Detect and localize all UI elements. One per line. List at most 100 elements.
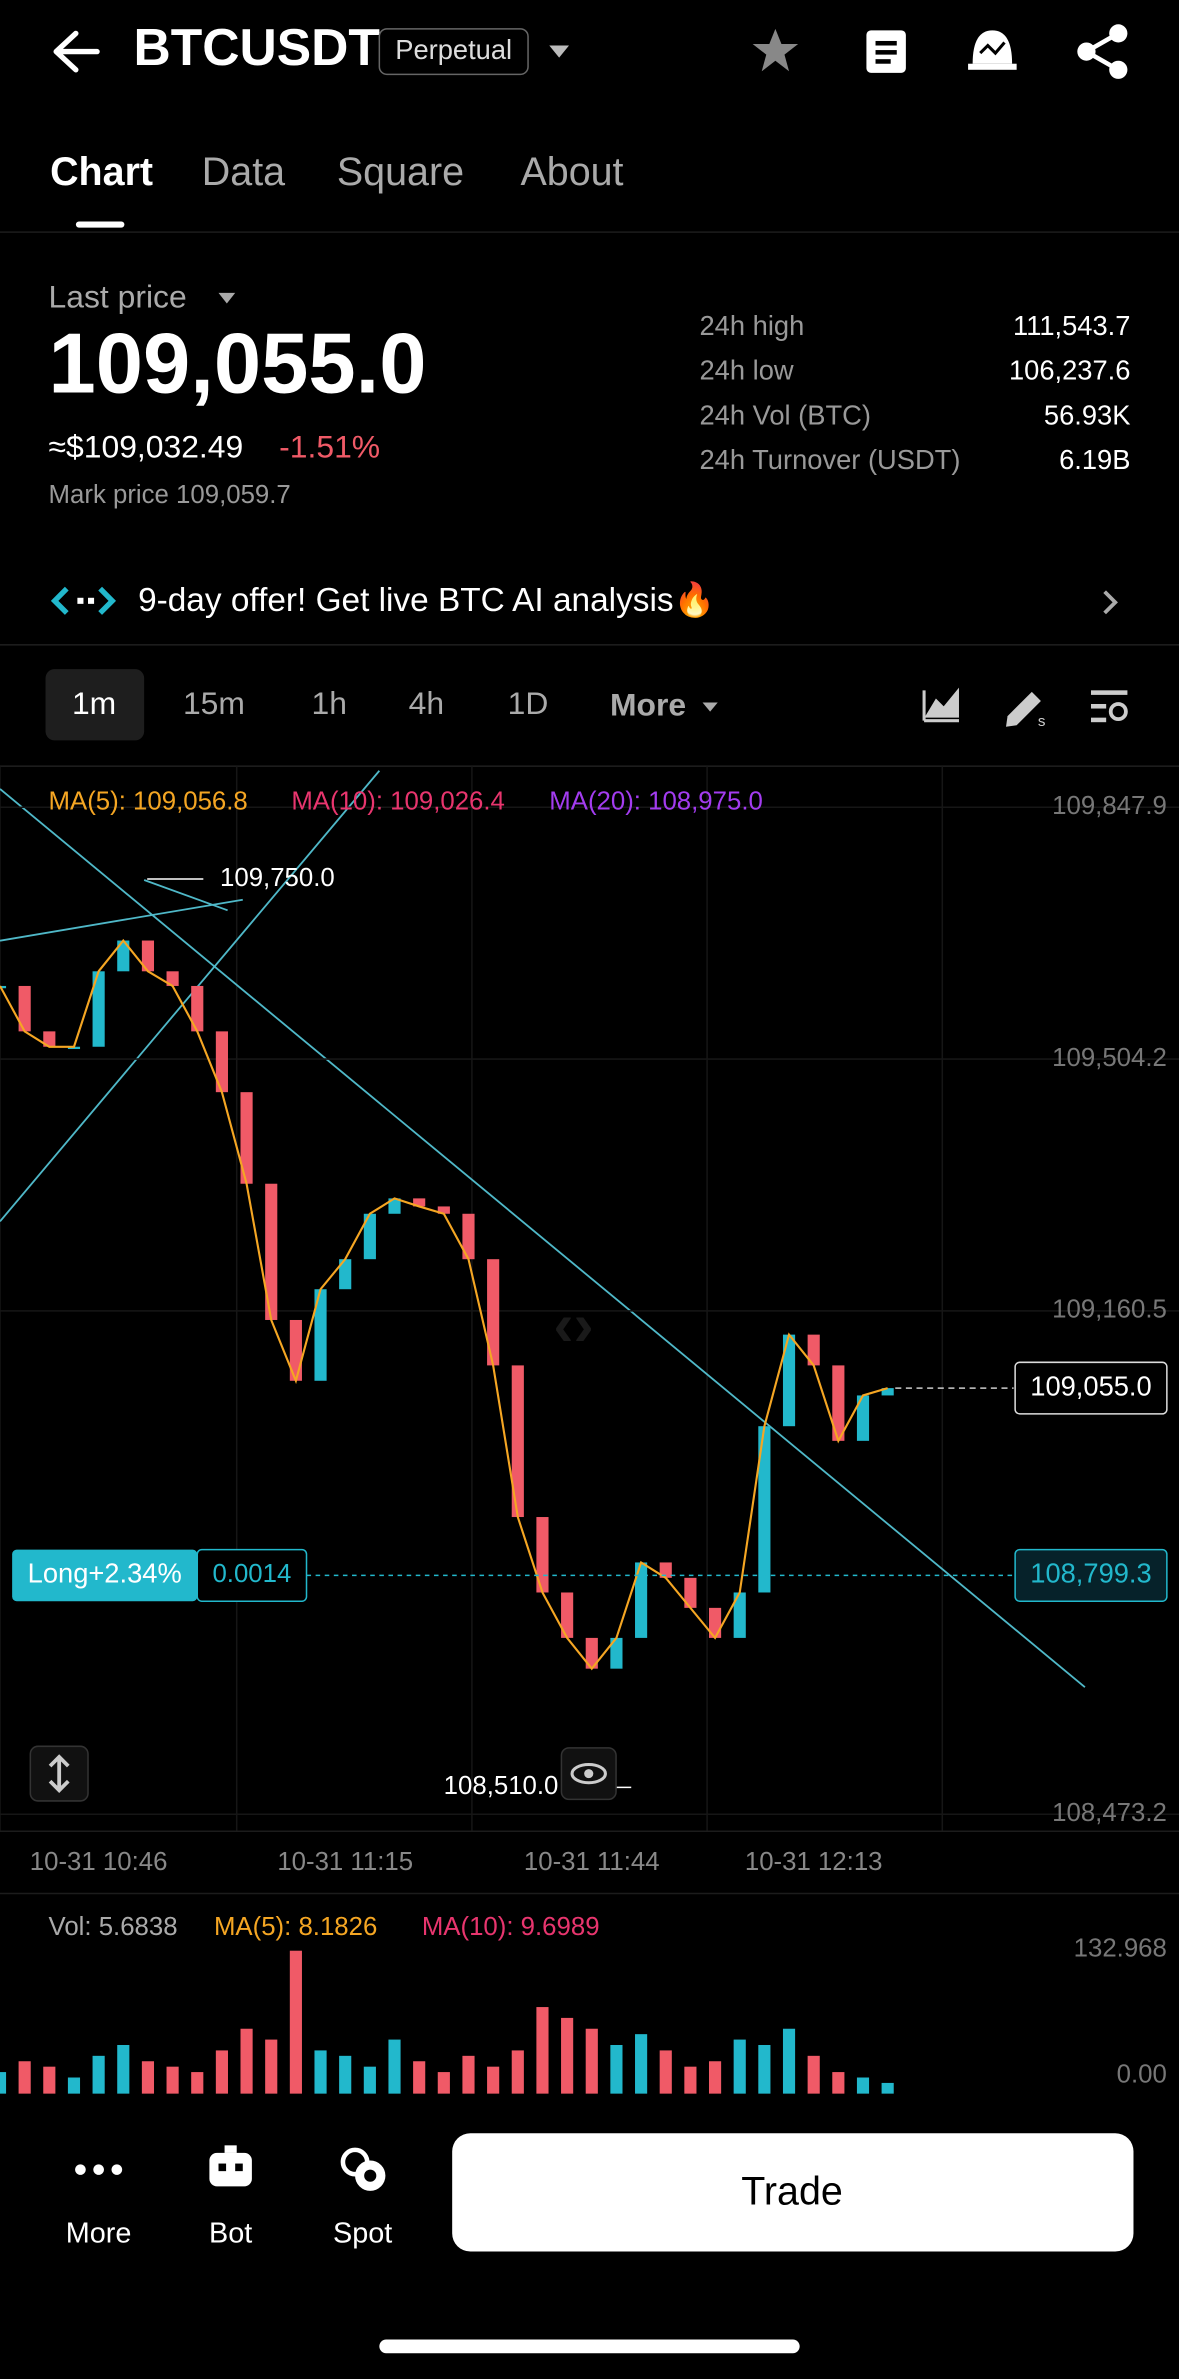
- volume-bar: [388, 2039, 401, 2094]
- volume-bar: [289, 1950, 302, 2094]
- volume-bar: [265, 2039, 278, 2094]
- volume-bar: [43, 2066, 56, 2094]
- price-change: -1.51%: [279, 429, 380, 465]
- candle: [314, 1289, 327, 1381]
- tab[interactable]: Square: [337, 150, 464, 194]
- trade-label: Trade: [741, 2169, 843, 2213]
- volume-bar: [462, 2055, 475, 2094]
- candle: [807, 1334, 820, 1366]
- interval[interactable]: 4h: [409, 685, 444, 721]
- volume-bar: [635, 2034, 648, 2094]
- home-indicator: [379, 2339, 800, 2354]
- candle: [758, 1426, 771, 1593]
- candle: [561, 1592, 574, 1638]
- interval[interactable]: 1h: [312, 685, 347, 721]
- candle: [881, 1388, 894, 1396]
- last-price-label[interactable]: Last price: [49, 278, 187, 314]
- candle: [339, 1259, 352, 1290]
- volume-bar: [585, 2028, 598, 2094]
- back-button[interactable]: [53, 30, 100, 73]
- volume-bar: [807, 2055, 820, 2094]
- ma-legend: MA(10): 109,026.4: [291, 787, 505, 815]
- more-icon[interactable]: [75, 2164, 123, 2175]
- banner-arrow[interactable]: [1103, 590, 1118, 615]
- candle: [166, 971, 179, 986]
- price-grid: [0, 766, 944, 1832]
- notes-icon[interactable]: [866, 30, 906, 73]
- candle: [0, 985, 7, 989]
- volume-bar: [92, 2055, 105, 2094]
- promo-banner[interactable]: 9-day offer! Get live BTC AI analysis🔥: [138, 580, 715, 619]
- more-dropdown[interactable]: [702, 702, 718, 712]
- settings-icon[interactable]: [1090, 690, 1128, 723]
- stat-label: 24h Turnover (USDT): [700, 444, 961, 475]
- close-line: [0, 938, 888, 1671]
- indicator-icon[interactable]: [922, 687, 959, 723]
- stat-value: 56.93K: [1044, 399, 1131, 430]
- draw-icon[interactable]: s: [1006, 691, 1046, 730]
- volume-legend: MA(10): 9.6989: [422, 1913, 600, 1941]
- interval[interactable]: 1D: [508, 685, 549, 721]
- alert-icon[interactable]: [968, 30, 1017, 70]
- bot-icon[interactable]: [209, 2145, 252, 2187]
- mark-price: Mark price 109,059.7: [49, 481, 291, 509]
- volume-bar: [610, 2044, 623, 2094]
- interval-more[interactable]: More: [610, 686, 686, 722]
- tab[interactable]: About: [520, 150, 623, 194]
- stat-value: 6.19B: [1059, 444, 1130, 475]
- volume-legend: Vol: 5.6838: [49, 1913, 178, 1941]
- trade-button[interactable]: [452, 2133, 1134, 2252]
- candle: [462, 1213, 475, 1260]
- nav-label[interactable]: More: [66, 2217, 132, 2249]
- stats: 24h high 111,543.7 24h low 106,237.6 24h Vol…: [700, 310, 1131, 475]
- high-label: 109,750.0: [220, 864, 335, 892]
- volume-bar: [413, 2061, 426, 2094]
- stat-label: 24h high: [700, 310, 805, 341]
- candle: [413, 1198, 426, 1207]
- y-tick-label: 132.968: [1074, 1934, 1167, 1962]
- volume-bar: [881, 2082, 894, 2094]
- tab[interactable]: Chart: [50, 150, 153, 194]
- candle: [363, 1213, 376, 1260]
- candle: [733, 1592, 746, 1638]
- y-tick-label: 0.00: [1117, 2060, 1167, 2088]
- banner-icon: [50, 586, 117, 615]
- volume-bar: [561, 2017, 574, 2094]
- favorite-icon[interactable]: [752, 28, 799, 72]
- tab-indicator: [75, 221, 125, 228]
- candle: [18, 985, 31, 1032]
- tab[interactable]: Data: [202, 150, 285, 194]
- volume-bar: [659, 2050, 672, 2094]
- candle: [610, 1637, 623, 1669]
- hide-icon[interactable]: [560, 1747, 617, 1801]
- volume-bar: [166, 2066, 179, 2094]
- price-dropdown[interactable]: [218, 292, 236, 304]
- size-tag: [196, 1548, 308, 1602]
- nav-label[interactable]: Bot: [209, 2217, 252, 2249]
- x-tick-label: 10-31 11:15: [277, 1848, 413, 1876]
- symbol-dropdown[interactable]: [549, 45, 570, 58]
- candle: [437, 1206, 450, 1214]
- trendlines: [0, 770, 1086, 1688]
- interval[interactable]: 15m: [183, 685, 245, 721]
- volume-layer: 132.968 0.00 Vol: 5.6838 MA(5): 8.1826 MA(10…: [0, 1913, 1167, 2094]
- interval[interactable]: 1m: [72, 685, 116, 721]
- spot-icon[interactable]: [340, 2147, 386, 2191]
- volume-bar: [782, 2028, 796, 2094]
- interval-active-bg: [45, 669, 145, 741]
- volume-bar: [117, 2044, 130, 2094]
- price-layer: 109,847.9 109,504.2 109,160.5 108,473.2 10-3…: [0, 792, 1179, 1876]
- volume-bar: [758, 2044, 771, 2094]
- volume-bar: [339, 2055, 352, 2094]
- stat-value: 111,543.7: [1013, 310, 1130, 341]
- badge-frame: [378, 28, 529, 76]
- nav-label[interactable]: Spot: [333, 2217, 392, 2249]
- share-icon[interactable]: [1077, 24, 1128, 79]
- candle: [265, 1183, 278, 1320]
- candle: [511, 1365, 524, 1518]
- candle: [117, 940, 130, 972]
- stat-label: 24h Vol (BTC): [700, 399, 871, 430]
